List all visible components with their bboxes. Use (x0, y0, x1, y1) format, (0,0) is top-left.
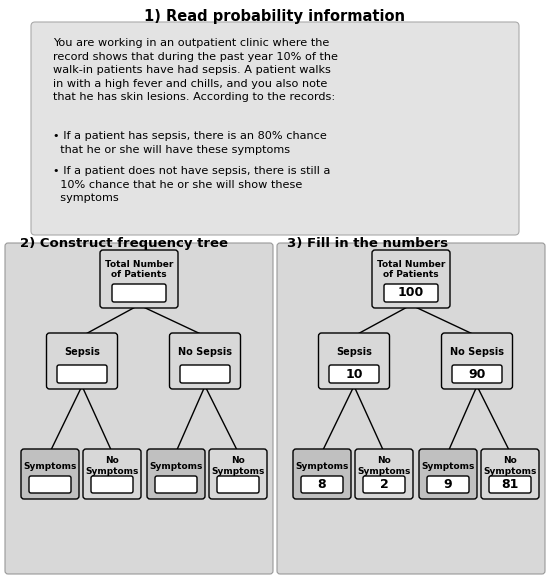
FancyBboxPatch shape (155, 476, 197, 493)
Text: 81: 81 (501, 478, 519, 491)
FancyBboxPatch shape (442, 333, 513, 389)
Text: Symptoms: Symptoms (23, 461, 76, 471)
FancyBboxPatch shape (452, 365, 502, 383)
FancyBboxPatch shape (318, 333, 389, 389)
Text: Total Number
of Patients: Total Number of Patients (377, 260, 445, 279)
Text: No
Symptoms: No Symptoms (211, 456, 265, 476)
FancyBboxPatch shape (363, 476, 405, 493)
FancyBboxPatch shape (419, 449, 477, 499)
Text: No Sepsis: No Sepsis (178, 347, 232, 357)
FancyBboxPatch shape (83, 449, 141, 499)
Text: 2: 2 (379, 478, 388, 491)
Text: 8: 8 (318, 478, 326, 491)
FancyBboxPatch shape (427, 476, 469, 493)
Text: 2) Construct frequency tree: 2) Construct frequency tree (20, 237, 228, 250)
FancyBboxPatch shape (355, 449, 413, 499)
FancyBboxPatch shape (489, 476, 531, 493)
FancyBboxPatch shape (112, 284, 166, 302)
FancyBboxPatch shape (29, 476, 71, 493)
FancyBboxPatch shape (47, 333, 118, 389)
FancyBboxPatch shape (169, 333, 240, 389)
Text: • If a patient has sepsis, there is an 80% chance
  that he or she will have the: • If a patient has sepsis, there is an 8… (53, 131, 327, 155)
Text: 10: 10 (345, 368, 363, 380)
FancyBboxPatch shape (277, 243, 545, 574)
FancyBboxPatch shape (372, 250, 450, 308)
Text: 100: 100 (398, 287, 424, 299)
Text: You are working in an outpatient clinic where the
record shows that during the p: You are working in an outpatient clinic … (53, 38, 338, 102)
FancyBboxPatch shape (293, 449, 351, 499)
FancyBboxPatch shape (301, 476, 343, 493)
Text: No
Symptoms: No Symptoms (85, 456, 139, 476)
FancyBboxPatch shape (100, 250, 178, 308)
FancyBboxPatch shape (57, 365, 107, 383)
Text: Total Number
of Patients: Total Number of Patients (105, 260, 173, 279)
FancyBboxPatch shape (384, 284, 438, 302)
Text: No
Symptoms: No Symptoms (358, 456, 411, 476)
Text: Sepsis: Sepsis (336, 347, 372, 357)
Text: Symptoms: Symptoms (149, 461, 203, 471)
FancyBboxPatch shape (481, 449, 539, 499)
Text: 9: 9 (444, 478, 452, 491)
Text: No Sepsis: No Sepsis (450, 347, 504, 357)
Text: 3) Fill in the numbers: 3) Fill in the numbers (287, 237, 448, 250)
Text: • If a patient does not have sepsis, there is still a
  10% chance that he or sh: • If a patient does not have sepsis, the… (53, 166, 331, 203)
FancyBboxPatch shape (5, 243, 273, 574)
Text: Sepsis: Sepsis (64, 347, 100, 357)
FancyBboxPatch shape (329, 365, 379, 383)
Text: No
Symptoms: No Symptoms (483, 456, 537, 476)
FancyBboxPatch shape (180, 365, 230, 383)
FancyBboxPatch shape (31, 22, 519, 235)
FancyBboxPatch shape (209, 449, 267, 499)
FancyBboxPatch shape (91, 476, 133, 493)
FancyBboxPatch shape (217, 476, 259, 493)
Text: 90: 90 (468, 368, 486, 380)
FancyBboxPatch shape (21, 449, 79, 499)
FancyBboxPatch shape (147, 449, 205, 499)
Text: Symptoms: Symptoms (421, 461, 475, 471)
Text: Symptoms: Symptoms (295, 461, 349, 471)
Text: 1) Read probability information: 1) Read probability information (145, 9, 405, 24)
